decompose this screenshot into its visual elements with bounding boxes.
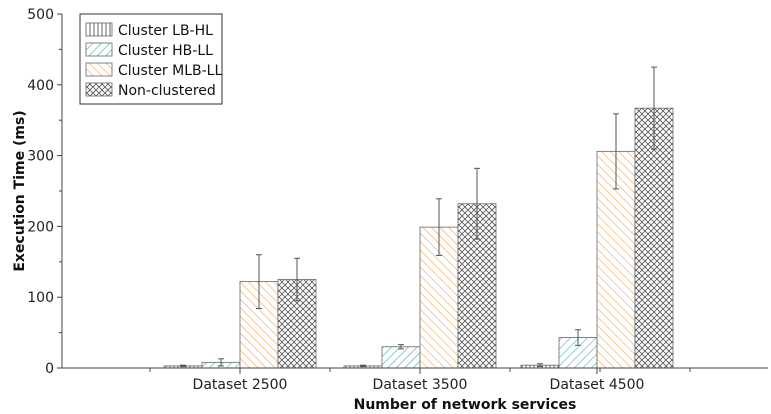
y-tick-label: 500 [27,7,54,23]
legend-swatch [85,82,113,97]
legend-entry: Non-clustered [118,83,216,99]
y-tick-label: 300 [27,149,54,165]
legend-entry: Cluster MLB-LL [118,63,222,79]
y-tick-label: 0 [45,361,54,377]
x-tick-label: Dataset 2500 [193,377,288,393]
legend-entry: Cluster LB-HL [118,23,213,39]
y-axis-label: Execution Time (ms) [12,110,28,271]
legend-entry: Cluster HB-LL [118,43,213,59]
bar [381,346,421,369]
legend-swatch [85,22,113,37]
y-tick-label: 400 [27,78,54,94]
legend-swatch [85,42,113,57]
x-tick-label: Dataset 3500 [373,377,468,393]
legend-swatch [85,62,113,77]
x-tick-label: Dataset 4500 [550,377,645,393]
y-tick-label: 200 [27,219,54,235]
y-tick-label: 100 [27,290,54,306]
x-axis-label: Number of network services [354,397,577,413]
